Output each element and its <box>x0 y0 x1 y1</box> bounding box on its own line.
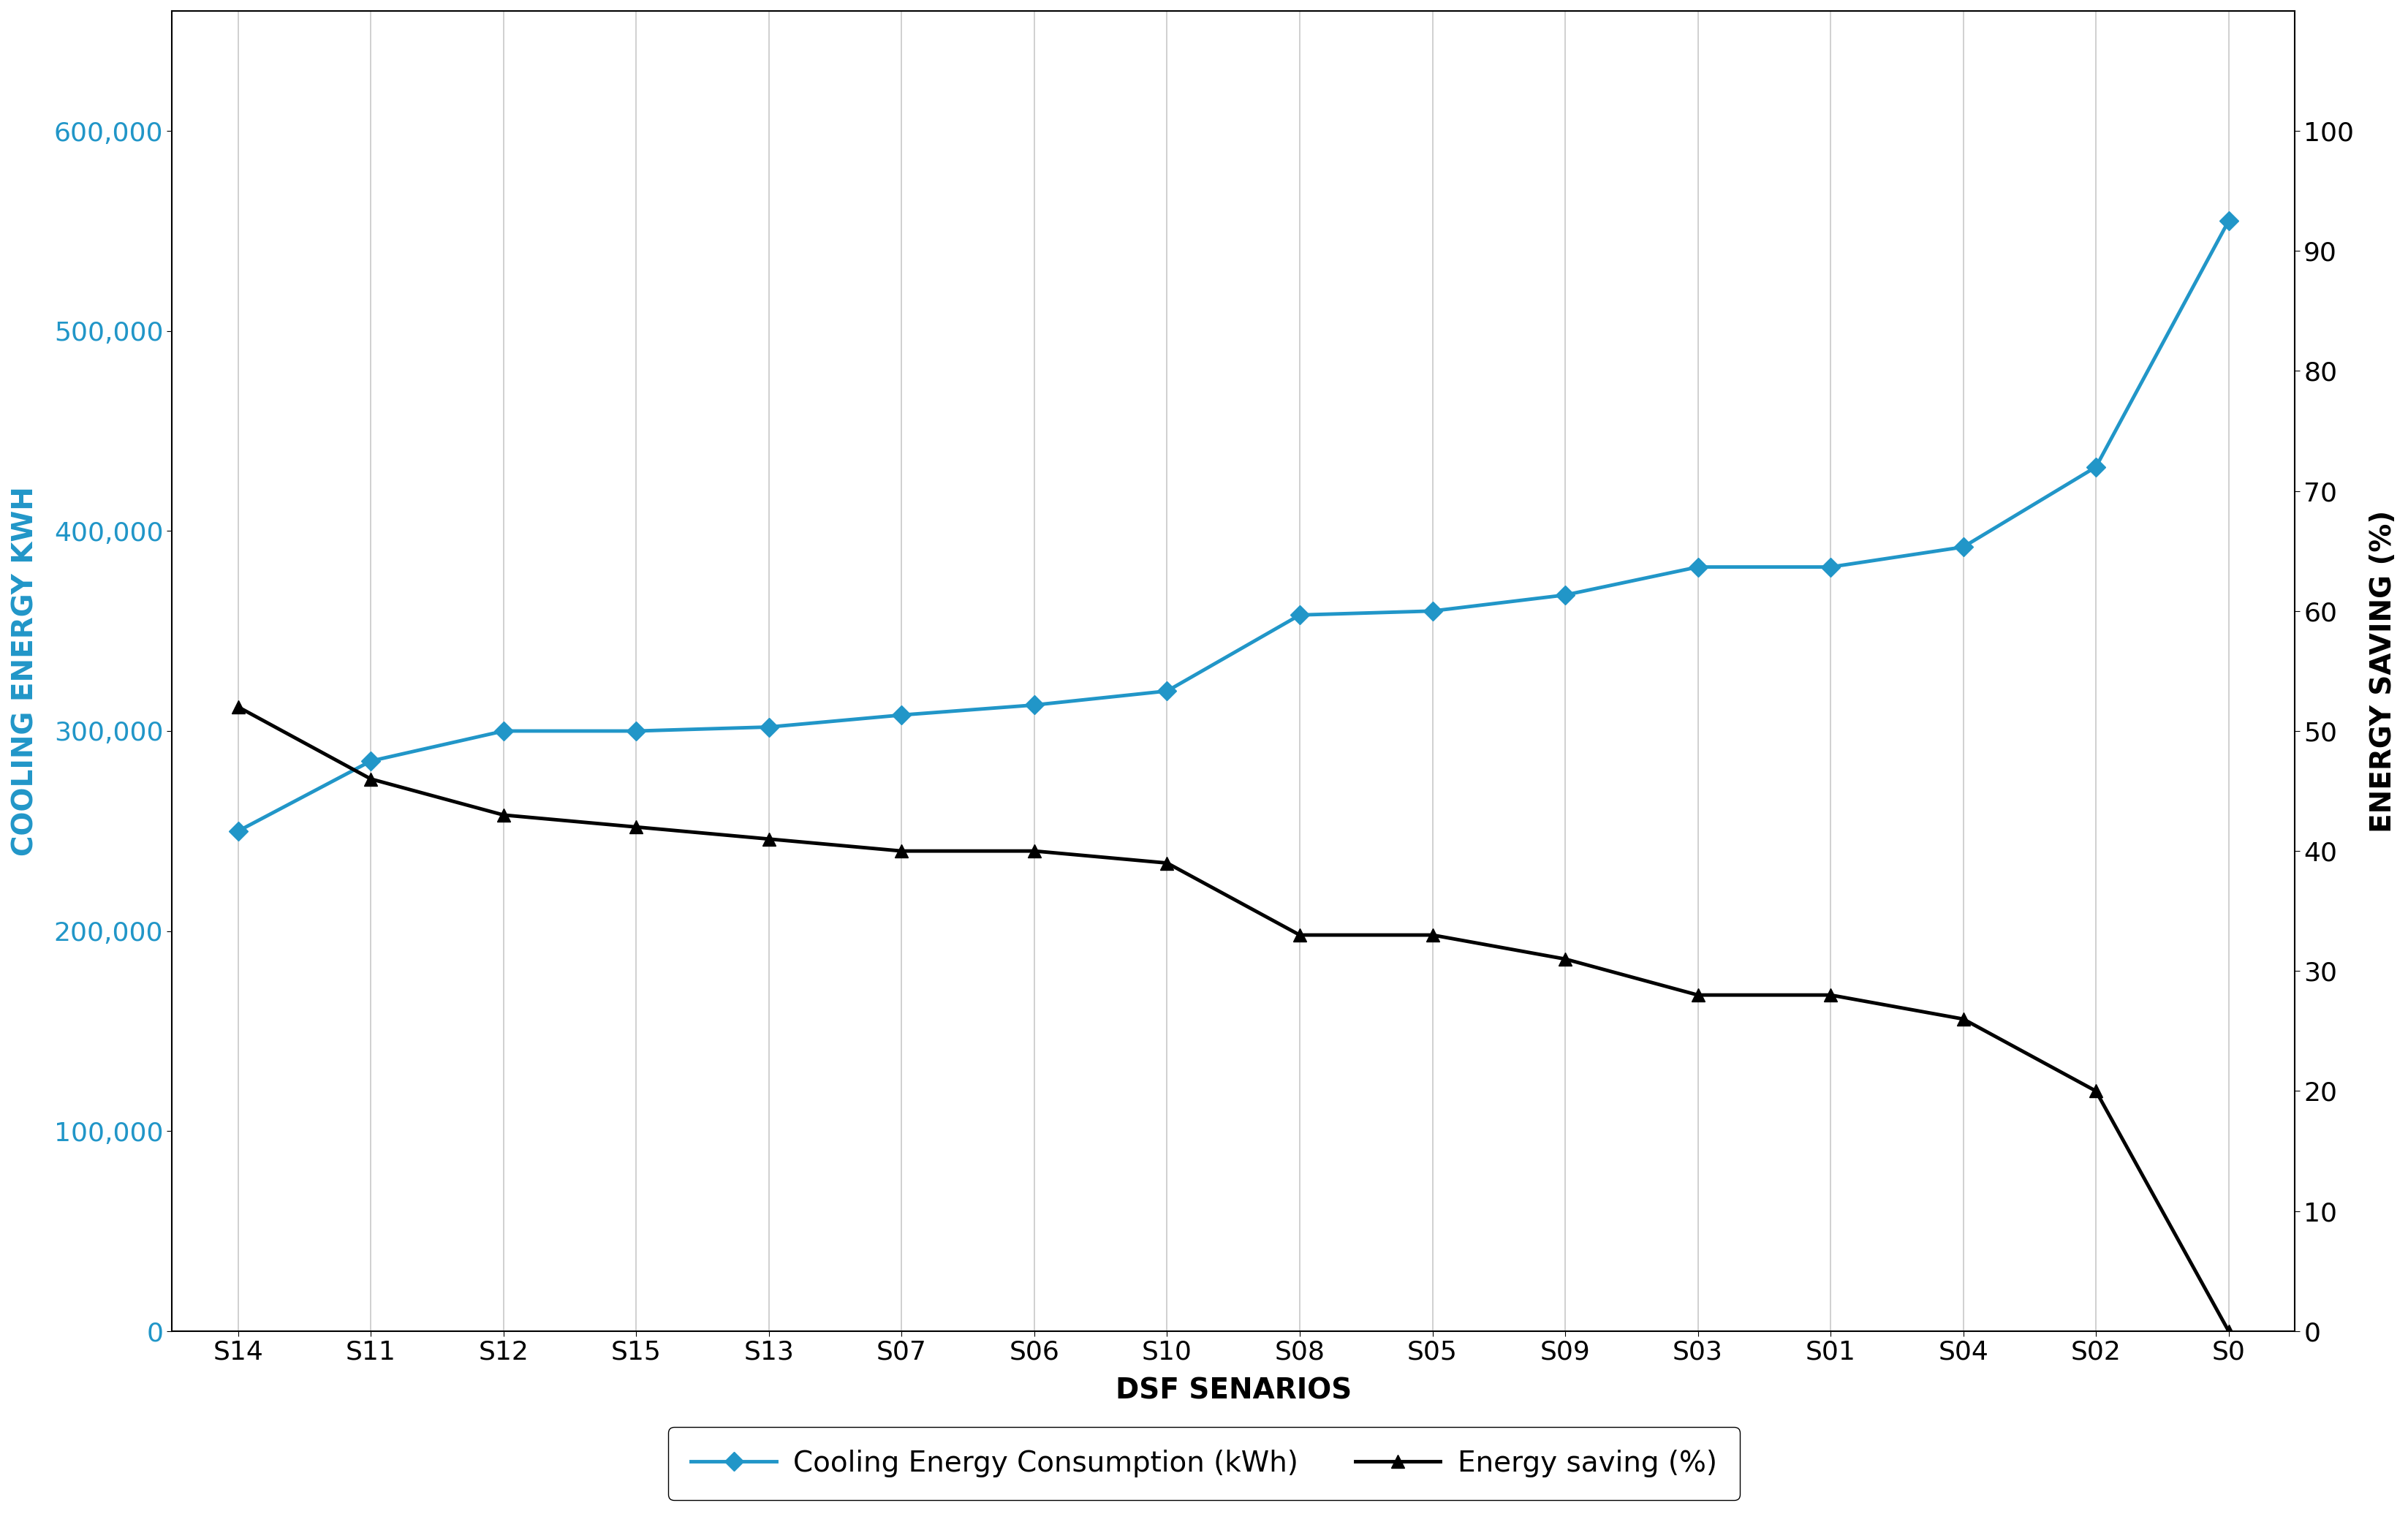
Cooling Energy Consumption (kWh) <box>1948 537 1977 556</box>
Line: Cooling Energy Consumption (kWh): Cooling Energy Consumption (kWh) <box>231 215 2235 837</box>
Cooling Energy Consumption (kWh) <box>2081 458 2109 476</box>
Cooling Energy Consumption (kWh) <box>1683 559 1712 577</box>
Cooling Energy Consumption (kWh) <box>489 721 518 740</box>
Cooling Energy Consumption (kWh) <box>2215 212 2244 230</box>
Energy saving (%) <box>621 817 650 836</box>
Energy saving (%) <box>1816 986 1845 1005</box>
Cooling Energy Consumption (kWh) <box>356 752 385 770</box>
Energy saving (%) <box>1948 1011 1977 1029</box>
Cooling Energy Consumption (kWh) <box>1286 606 1315 624</box>
Energy saving (%) <box>1683 986 1712 1005</box>
Cooling Energy Consumption (kWh) <box>1418 601 1447 619</box>
X-axis label: DSF SENARIOS: DSF SENARIOS <box>1115 1377 1351 1405</box>
Energy saving (%) <box>1286 925 1315 944</box>
Cooling Energy Consumption (kWh) <box>886 706 915 724</box>
Cooling Energy Consumption (kWh) <box>1816 559 1845 577</box>
Legend: Cooling Energy Consumption (kWh), Energy saving (%): Cooling Energy Consumption (kWh), Energy… <box>667 1428 1741 1501</box>
Cooling Energy Consumption (kWh) <box>1153 682 1182 700</box>
Energy saving (%) <box>754 829 783 848</box>
Y-axis label: ENERGY SAVING (%): ENERGY SAVING (%) <box>2369 510 2396 833</box>
Energy saving (%) <box>1418 925 1447 944</box>
Energy saving (%) <box>356 770 385 788</box>
Line: Energy saving (%): Energy saving (%) <box>231 700 2235 1338</box>
Energy saving (%) <box>1551 950 1580 968</box>
Energy saving (%) <box>1021 842 1050 860</box>
Energy saving (%) <box>1153 854 1182 872</box>
Energy saving (%) <box>224 699 253 717</box>
Cooling Energy Consumption (kWh) <box>224 822 253 840</box>
Cooling Energy Consumption (kWh) <box>1551 586 1580 604</box>
Y-axis label: COOLING ENERGY KWH: COOLING ENERGY KWH <box>12 486 39 855</box>
Energy saving (%) <box>2215 1323 2244 1341</box>
Energy saving (%) <box>886 842 915 860</box>
Cooling Energy Consumption (kWh) <box>754 718 783 737</box>
Cooling Energy Consumption (kWh) <box>621 721 650 740</box>
Energy saving (%) <box>489 805 518 823</box>
Cooling Energy Consumption (kWh) <box>1021 696 1050 714</box>
Energy saving (%) <box>2081 1082 2109 1100</box>
